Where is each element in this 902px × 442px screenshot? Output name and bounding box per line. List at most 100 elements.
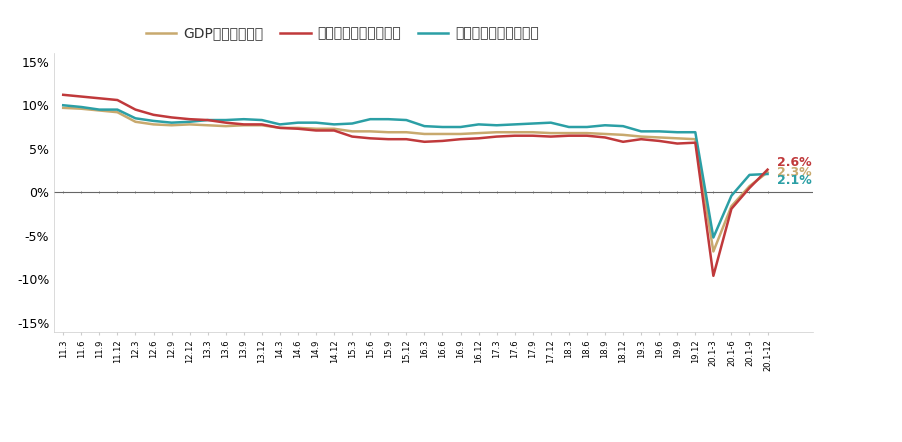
GDP累计同比增速	[653, 135, 664, 140]
第三产业累计同比增速	[725, 193, 736, 198]
第三产业累计同比增速	[238, 117, 249, 122]
GDP累计同比增速	[292, 125, 303, 130]
第三产业累计同比增速	[419, 123, 429, 129]
第二产业累计同比增速	[238, 122, 249, 127]
第二产业累计同比增速	[400, 137, 411, 142]
GDP累计同比增速	[635, 134, 646, 139]
第三产业累计同比增速	[635, 129, 646, 134]
GDP累计同比增速	[437, 131, 447, 137]
GDP累计同比增速	[310, 126, 321, 131]
GDP累计同比增速	[148, 122, 159, 127]
第二产业累计同比增速	[707, 273, 718, 278]
Text: 2.6%: 2.6%	[776, 156, 810, 169]
第二产业累计同比增速	[491, 134, 502, 139]
Text: 2.3%: 2.3%	[776, 166, 810, 179]
第三产业累计同比增速	[491, 122, 502, 128]
第三产业累计同比增速	[599, 122, 610, 128]
GDP累计同比增速	[581, 130, 592, 136]
第三产业累计同比增速	[689, 130, 700, 135]
GDP累计同比增速	[274, 125, 285, 130]
GDP累计同比增速	[328, 126, 339, 131]
第二产业累计同比增速	[76, 94, 87, 99]
第二产业累计同比增速	[94, 95, 105, 101]
GDP累计同比增速	[725, 203, 736, 209]
第二产业累计同比增速	[274, 125, 285, 130]
第三产业累计同比增速	[437, 124, 447, 130]
第二产业累计同比增速	[292, 126, 303, 131]
第三产业累计同比增速	[148, 118, 159, 124]
第二产业累计同比增速	[617, 139, 628, 145]
GDP累计同比增速	[671, 136, 682, 141]
GDP累计同比增速	[617, 132, 628, 137]
GDP累计同比增速	[112, 110, 123, 115]
GDP累计同比增速	[94, 108, 105, 113]
第三产业累计同比增速	[94, 107, 105, 112]
第二产业累计同比增速	[455, 137, 465, 142]
GDP累计同比增速	[419, 131, 429, 137]
第二产业累计同比增速	[328, 128, 339, 133]
第三产业累计同比增速	[382, 117, 393, 122]
GDP累计同比增速	[202, 122, 213, 128]
GDP累计同比增速	[455, 131, 465, 137]
第三产业累计同比增速	[202, 118, 213, 123]
GDP累计同比增速	[76, 106, 87, 111]
Legend: GDP累计同比增速, 第二产业累计同比增速, 第三产业累计同比增速: GDP累计同比增速, 第二产业累计同比增速, 第三产业累计同比增速	[145, 27, 538, 41]
第二产业累计同比增速	[725, 206, 736, 211]
第二产业累计同比增速	[364, 136, 375, 141]
第三产业累计同比增速	[743, 172, 754, 178]
第二产业累计同比增速	[220, 120, 231, 126]
第三产业累计同比增速	[509, 122, 520, 127]
第三产业累计同比增速	[545, 120, 556, 126]
GDP累计同比增速	[184, 122, 195, 127]
第二产业累计同比增速	[256, 122, 267, 127]
第二产业累计同比增速	[148, 112, 159, 118]
第三产业累计同比增速	[76, 104, 87, 110]
GDP累计同比增速	[743, 183, 754, 189]
第二产业累计同比增速	[689, 140, 700, 145]
GDP累计同比增速	[509, 130, 520, 135]
第三产业累计同比增速	[310, 120, 321, 126]
第三产业累计同比增速	[292, 120, 303, 126]
第三产业累计同比增速	[671, 130, 682, 135]
第三产业累计同比增速	[112, 107, 123, 112]
第二产业累计同比增速	[166, 115, 177, 120]
第三产业累计同比增速	[761, 171, 772, 177]
第三产业累计同比增速	[455, 124, 465, 130]
第三产业累计同比增速	[256, 118, 267, 123]
GDP累计同比增速	[166, 122, 177, 128]
第二产业累计同比增速	[563, 133, 574, 138]
GDP累计同比增速	[220, 123, 231, 129]
GDP累计同比增速	[364, 129, 375, 134]
第三产业累计同比增速	[130, 116, 141, 121]
第三产业累计同比增速	[58, 103, 69, 108]
GDP累计同比增速	[346, 129, 357, 134]
第二产业累计同比增速	[743, 185, 754, 191]
第三产业累计同比增速	[274, 122, 285, 127]
第二产业累计同比增速	[112, 97, 123, 103]
第三产业累计同比增速	[328, 122, 339, 127]
第二产业累计同比增速	[761, 167, 772, 172]
Text: 2.1%: 2.1%	[776, 175, 810, 187]
第二产业累计同比增速	[671, 141, 682, 146]
第二产业累计同比增速	[473, 136, 483, 141]
第二产业累计同比增速	[509, 133, 520, 138]
第三产业累计同比增速	[563, 124, 574, 130]
第三产业累计同比增速	[653, 129, 664, 134]
GDP累计同比增速	[527, 130, 538, 135]
GDP累计同比增速	[491, 130, 502, 135]
GDP累计同比增速	[563, 130, 574, 136]
GDP累计同比增速	[400, 130, 411, 135]
第二产业累计同比增速	[419, 139, 429, 145]
第二产业累计同比增速	[130, 107, 141, 112]
第三产业累计同比增速	[527, 121, 538, 126]
第三产业累计同比增速	[617, 123, 628, 129]
第二产业累计同比增速	[437, 138, 447, 144]
GDP累计同比增速	[382, 130, 393, 135]
第二产业累计同比增速	[58, 92, 69, 98]
GDP累计同比增速	[761, 170, 772, 175]
GDP累计同比增速	[689, 137, 700, 142]
GDP累计同比增速	[599, 131, 610, 137]
GDP累计同比增速	[58, 105, 69, 110]
Line: 第三产业累计同比增速: 第三产业累计同比增速	[63, 105, 767, 237]
第二产业累计同比增速	[653, 138, 664, 144]
